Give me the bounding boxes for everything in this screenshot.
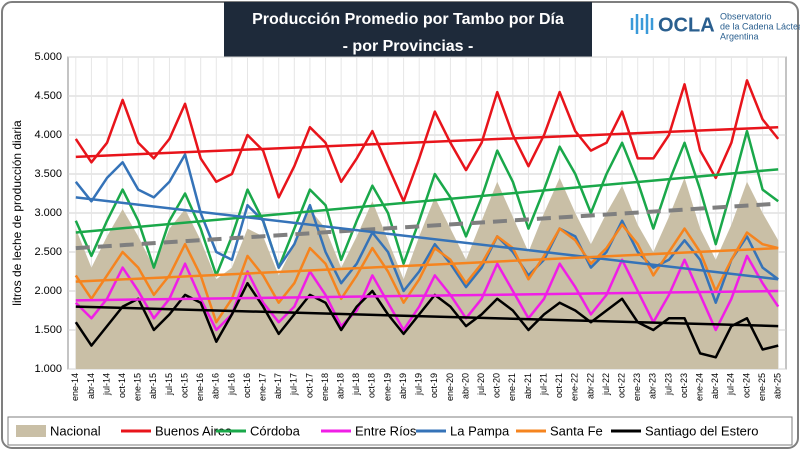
x-tick-label: ene-18 xyxy=(320,373,330,401)
x-tick-label: oct-23 xyxy=(679,373,689,398)
x-tick-label: ene-16 xyxy=(195,373,205,401)
x-tick-label: oct-22 xyxy=(616,373,626,398)
x-tick-label: abr-25 xyxy=(773,373,783,399)
x-tick-label: jul-19 xyxy=(414,373,424,396)
y-tick-label: 1.000 xyxy=(34,363,62,375)
x-tick-label: abr-19 xyxy=(398,373,408,399)
x-tick-label: jul-22 xyxy=(601,373,611,396)
legend-label: Santiago del Estero xyxy=(645,423,758,438)
x-tick-label: abr-22 xyxy=(585,373,595,399)
chart-subtitle: - por Provincias - xyxy=(343,38,474,55)
x-tick-label: abr-23 xyxy=(648,373,658,399)
trend-line xyxy=(75,196,779,281)
x-tick-label: abr-17 xyxy=(273,373,283,399)
x-tick-label: ene-22 xyxy=(570,373,580,401)
trend-line xyxy=(75,168,779,234)
y-tick-label: 4.500 xyxy=(34,90,62,102)
trend-line xyxy=(75,201,779,251)
x-tick-label: jul-14 xyxy=(101,373,111,396)
x-tick-label: oct-16 xyxy=(242,373,252,398)
x-tick-label: abr-16 xyxy=(211,373,221,399)
x-tick-label: oct-15 xyxy=(179,373,189,398)
trend-line xyxy=(75,289,779,302)
x-tick-label: abr-18 xyxy=(336,373,346,399)
legend-label: Santa Fe xyxy=(550,423,603,438)
trend-line xyxy=(75,246,779,283)
x-tick-label: oct-24 xyxy=(741,373,751,398)
x-tick-label: jul-15 xyxy=(164,373,174,396)
x-tick-label: ene-15 xyxy=(133,373,143,401)
legend-label: Entre Ríos xyxy=(355,423,417,438)
x-tick-label: ene-21 xyxy=(507,373,517,401)
y-tick-label: 2.000 xyxy=(34,285,62,297)
y-axis-label: litros de leche de producción diaria xyxy=(10,120,24,306)
x-tick-label: abr-24 xyxy=(710,373,720,399)
x-tick-label: jul-20 xyxy=(476,373,486,396)
x-tick-label: jul-17 xyxy=(289,373,299,396)
legend-label: La Pampa xyxy=(450,423,510,438)
logo: OCLA Observatorio de la Cadena Láctea Ar… xyxy=(630,11,800,41)
x-tick-label: abr-21 xyxy=(523,373,533,399)
x-tick-label: abr-14 xyxy=(86,373,96,399)
x-tick-label: jul-16 xyxy=(226,373,236,396)
y-tick-label: 4.000 xyxy=(34,129,62,141)
x-tick-label: ene-20 xyxy=(445,373,455,401)
x-tick-label: oct-18 xyxy=(367,373,377,398)
x-tick-label: jul-24 xyxy=(726,373,736,396)
line xyxy=(74,79,780,203)
logo-text: Observatorio xyxy=(720,11,772,21)
legend-swatch xyxy=(16,425,46,437)
line xyxy=(74,254,780,332)
x-tick-label: ene-25 xyxy=(757,373,767,401)
x-tick-label: abr-15 xyxy=(148,373,158,399)
x-tick-label: oct-21 xyxy=(554,373,564,398)
legend-label: Nacional xyxy=(50,423,101,438)
logo-text: de la Cadena Láctea xyxy=(720,21,800,31)
logo-icon xyxy=(630,14,654,34)
legend-label: Buenos Aires xyxy=(155,423,232,438)
x-tick-label: jul-21 xyxy=(538,373,548,396)
legend-label: Córdoba xyxy=(250,423,301,438)
y-tick-label: 1.500 xyxy=(34,324,62,336)
x-tick-label: ene-14 xyxy=(70,373,80,401)
y-tick-label: 5.000 xyxy=(34,51,62,63)
x-tick-label: ene-17 xyxy=(257,373,267,401)
x-tick-label: oct-19 xyxy=(429,373,439,398)
x-tick-label: ene-24 xyxy=(695,373,705,401)
y-tick-label: 3.000 xyxy=(34,207,62,219)
y-tick-label: 3.500 xyxy=(34,168,62,180)
x-tick-label: abr-20 xyxy=(460,373,470,399)
logo-mark: OCLA xyxy=(658,14,715,36)
y-tick-label: 2.500 xyxy=(34,246,62,258)
x-tick-label: ene-19 xyxy=(382,373,392,401)
x-tick-label: oct-14 xyxy=(117,373,127,398)
x-tick-label: jul-23 xyxy=(663,373,673,396)
trend-line xyxy=(75,305,779,328)
x-tick-label: oct-20 xyxy=(492,373,502,398)
logo-text: Argentina xyxy=(720,31,759,41)
x-tick-label: oct-17 xyxy=(304,373,314,398)
x-tick-label: jul-18 xyxy=(351,373,361,396)
chart-title: Producción Promedio por Tambo por Día xyxy=(252,11,564,28)
trend-line xyxy=(75,125,779,159)
x-tick-label: ene-23 xyxy=(632,373,642,401)
